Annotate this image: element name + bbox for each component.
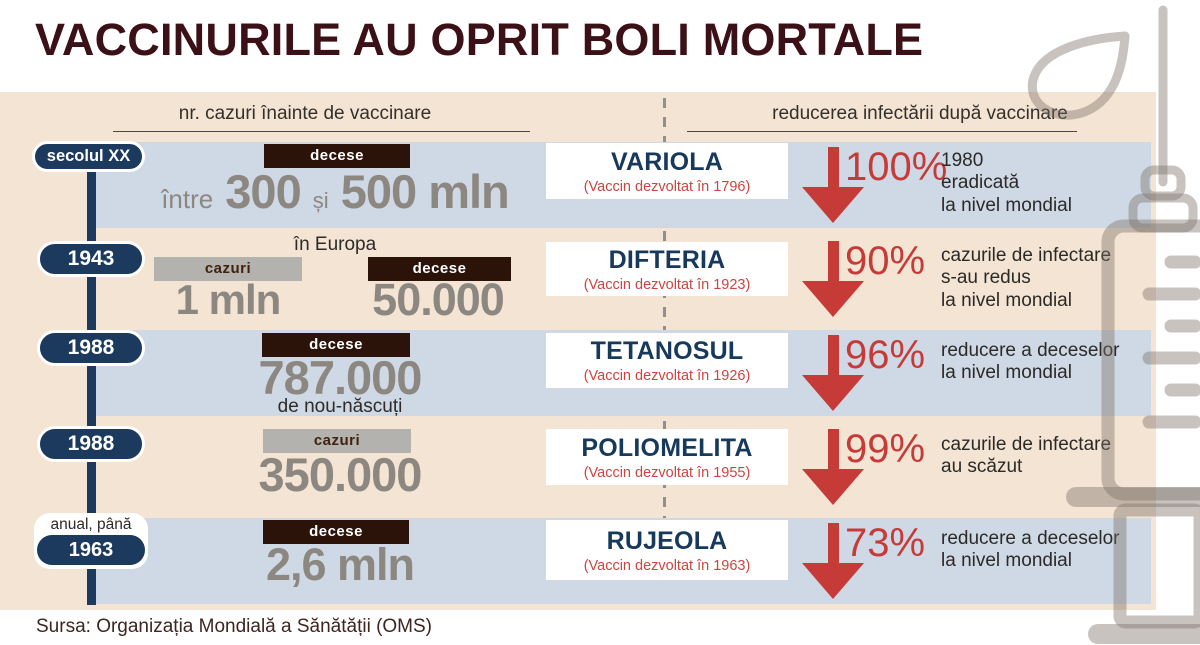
reduction-percent: 96% [845, 333, 926, 377]
arrow-down-icon [828, 429, 839, 469]
stat-value-note: de nou-născuți [277, 396, 403, 417]
stat-value-cazuri: 1 mln [175, 276, 282, 323]
stat-value-max: 500 mln [340, 165, 510, 218]
arrow-down-icon [828, 241, 839, 281]
stat-chip-decese: decese [264, 144, 410, 168]
reduction-description: cazurile de infectare au scăzut [941, 434, 1112, 478]
disease-title: DIFTERIA [608, 245, 726, 274]
vaccine-note: (Vaccin dezvoltat în 1963) [583, 557, 751, 574]
stat-chip-decese: decese [262, 333, 410, 357]
stat-value: 787.000 [258, 351, 423, 404]
arrow-down-icon [802, 469, 864, 505]
arrow-down-icon [802, 563, 864, 599]
stat-chip-decese: decese [368, 257, 511, 281]
disease-title: VARIOLA [610, 147, 724, 176]
timeline-axis [87, 157, 96, 605]
disease-card-tetanosul: TETANOSUL (Vaccin dezvoltat în 1926) [546, 333, 788, 388]
stat-chip-decese: decese [263, 520, 409, 544]
timeline-badge-secolul-xx: secolul XX [32, 141, 145, 172]
vaccine-note: (Vaccin dezvoltat în 1923) [583, 276, 751, 293]
reduction-description: reducere a deceselor la nivel mondial [941, 340, 1120, 384]
arrow-down-icon [802, 281, 864, 317]
stat-chip-cazuri: cazuri [263, 429, 411, 453]
page-title: VACCINURILE AU OPRIT BOLI MORTALE [35, 14, 924, 65]
vaccine-note: (Vaccin dezvoltat în 1926) [583, 368, 751, 384]
reduction-description: 1980 eradicată la nivel mondial [941, 150, 1072, 216]
source-note: Sursa: Organizația Mondială a Sănătății … [36, 616, 433, 637]
arrow-down-icon [802, 375, 864, 411]
timeline-badge-year: 1963 [37, 535, 145, 566]
disease-title: POLIOMELITA [581, 433, 753, 462]
reduction-description: cazurile de infectare s-au redus la nive… [941, 245, 1112, 311]
stat-value-conjunction: și [312, 188, 329, 213]
column-header-left: nr. cazuri înainte de vaccinare [178, 103, 432, 124]
disease-card-rujeola: RUJEOLA (Vaccin dezvoltat în 1963) [546, 520, 788, 580]
reduction-percent: 99% [845, 427, 926, 471]
vaccine-note: (Vaccin dezvoltat în 1796) [583, 178, 751, 195]
timeline-badge-1988-polio: 1988 [37, 426, 145, 462]
reduction-description: reducere a deceselor la nivel mondial [941, 528, 1120, 572]
reduction-percent: 100% [845, 145, 948, 189]
arrow-down-icon [828, 335, 839, 375]
column-header-left-underline [113, 131, 530, 132]
arrow-down-icon [828, 523, 839, 563]
column-header-right-underline [687, 131, 1077, 132]
stat-value: între 300 și 500 mln [110, 168, 560, 215]
stat-region-note: în Europa [293, 234, 377, 255]
arrow-down-icon [802, 187, 864, 223]
reduction-percent: 90% [845, 239, 926, 283]
stat-value: 2,6 mln [265, 539, 415, 590]
reduction-percent: 73% [845, 521, 926, 565]
disease-card-difteria: DIFTERIA (Vaccin dezvoltat în 1923) [546, 242, 788, 296]
timeline-badge-1988-tetanos: 1988 [37, 330, 145, 366]
stat-value-min: 300 [225, 165, 301, 218]
timeline-badge-1963: anual, până 1963 [34, 513, 148, 569]
column-header-right: reducerea infectării după vaccinare [772, 103, 1068, 124]
timeline-badge-prefix: anual, până [50, 516, 132, 533]
disease-card-poliomelita: POLIOMELITA (Vaccin dezvoltat în 1955) [546, 429, 788, 485]
stat-value-prefix: între [161, 184, 214, 214]
disease-card-variola: VARIOLA (Vaccin dezvoltat în 1796) [546, 143, 788, 199]
timeline-badge-1943: 1943 [37, 241, 145, 277]
disease-title: RUJEOLA [606, 526, 728, 555]
stat-value-decese: 50.000 [372, 274, 505, 325]
arrow-down-icon [828, 147, 839, 187]
disease-title: TETANOSUL [590, 337, 744, 365]
stat-chip-cazuri: cazuri [154, 257, 302, 281]
stat-value: 350.000 [258, 448, 423, 501]
vaccine-note: (Vaccin dezvoltat în 1955) [583, 464, 751, 481]
